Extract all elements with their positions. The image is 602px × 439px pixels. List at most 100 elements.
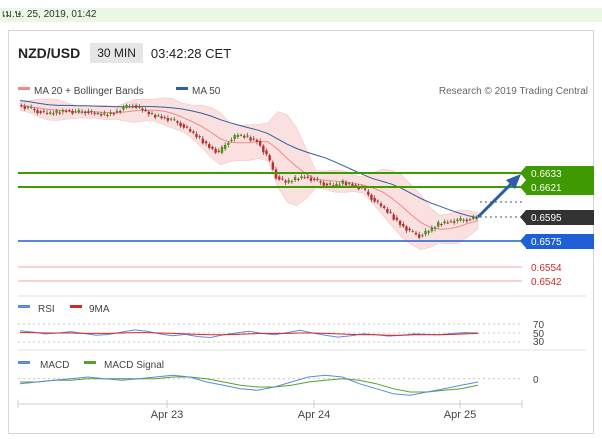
- candle-body: [408, 228, 411, 231]
- ma20-legend-label: MA 20 + Bollinger Bands: [34, 86, 144, 97]
- level-badge-pointer-1: [520, 166, 526, 180]
- candle-body: [300, 176, 303, 179]
- candle-body: [157, 115, 160, 117]
- candle-body: [74, 111, 77, 113]
- ma50-line: [19, 100, 479, 219]
- candle-body: [452, 221, 456, 223]
- candle-body: [208, 144, 211, 148]
- candle-body: [233, 135, 236, 139]
- candle-body: [433, 227, 437, 229]
- macd-legend-swatch: [18, 361, 30, 364]
- candle-body: [153, 114, 157, 118]
- current-price-badge: [526, 210, 594, 225]
- candle-body: [281, 178, 284, 180]
- candle-body: [398, 220, 402, 225]
- candle-body: [166, 118, 170, 121]
- x-axis-label: Apr 23: [151, 409, 183, 421]
- candle-body: [150, 112, 154, 114]
- candle-body: [204, 141, 208, 144]
- forecast-arrow-head: [506, 174, 521, 189]
- candle-body: [90, 110, 93, 113]
- macd-tick-0: 0: [533, 375, 539, 386]
- candle-body: [246, 135, 249, 137]
- pivot-label: 0.6575: [531, 237, 562, 248]
- candle-body: [185, 126, 189, 128]
- rsi-tick-30: 30: [533, 337, 545, 348]
- x-axis-ticks: Apr 23 Apr 24 Apr 25: [151, 400, 476, 421]
- candle-body: [163, 117, 166, 119]
- candle-body: [468, 219, 472, 221]
- candle-body: [112, 113, 116, 115]
- candle-body: [443, 221, 446, 224]
- candle-body: [382, 206, 386, 209]
- candle-body: [293, 177, 297, 181]
- candle-body: [252, 138, 255, 140]
- candle-body: [68, 110, 71, 112]
- candle-body: [195, 133, 198, 138]
- candle-body: [297, 178, 300, 181]
- level-label-06621: 0.6621: [531, 183, 562, 194]
- candle-body: [319, 181, 322, 183]
- candle-body: [192, 131, 195, 133]
- candle-body: [290, 181, 294, 183]
- x-axis-label: Apr 25: [444, 409, 476, 421]
- candle-body: [427, 231, 430, 233]
- candle-body: [459, 218, 462, 221]
- chart-time: 03:42:28 CET: [150, 45, 232, 61]
- rsi-legend-swatch: [18, 305, 30, 308]
- candle-body: [125, 105, 128, 108]
- macd-signal-legend-swatch: [84, 361, 96, 364]
- candle-body: [265, 150, 268, 155]
- candle-body: [347, 183, 351, 185]
- ma50-legend-label: MA 50: [192, 86, 221, 97]
- ma20-legend-swatch: [18, 87, 30, 90]
- candle-body: [386, 209, 389, 213]
- candle-body: [220, 146, 224, 153]
- candle-body: [462, 219, 465, 221]
- candle-body: [42, 110, 46, 113]
- candle-body: [173, 119, 176, 121]
- rsi-ma-legend-label: 9MA: [89, 304, 110, 315]
- candle-body: [255, 139, 259, 142]
- candle-body: [316, 179, 319, 181]
- candle-body: [118, 110, 122, 112]
- candle-body: [80, 111, 84, 113]
- candle-body: [309, 177, 313, 181]
- candle-body: [109, 112, 112, 115]
- candle-body: [332, 185, 335, 187]
- candle-body: [395, 217, 399, 220]
- candle-body: [131, 106, 135, 108]
- candle-body: [389, 211, 392, 213]
- candle-body: [424, 230, 427, 235]
- candle-body: [134, 105, 138, 108]
- candle-body: [106, 114, 109, 116]
- current-price-pointer: [520, 210, 526, 224]
- candle-body: [33, 108, 36, 111]
- macd-legend-label: MACD: [40, 360, 69, 371]
- candle-body: [414, 232, 418, 235]
- candle-body: [456, 219, 459, 221]
- candle-body: [249, 137, 252, 141]
- chart-frame: [8, 30, 594, 434]
- candle-body: [367, 191, 370, 195]
- candle-body: [376, 200, 380, 202]
- candle-body: [440, 224, 443, 226]
- current-price-label: 0.6595: [531, 213, 562, 224]
- candle-body: [115, 110, 119, 113]
- candle-body: [239, 134, 243, 136]
- candle-body: [93, 112, 96, 114]
- candle-body: [338, 184, 341, 186]
- candle-body: [446, 222, 449, 224]
- candle-body: [179, 122, 182, 127]
- candle-body: [52, 113, 55, 115]
- timeframe-badge[interactable]: 30 MIN: [90, 43, 143, 63]
- forecast-arrow-shaft: [476, 179, 516, 219]
- macd-line: [19, 374, 479, 396]
- candle-body: [472, 216, 475, 219]
- candle-body: [402, 224, 405, 227]
- candle-body: [370, 194, 373, 200]
- candle-body: [322, 182, 325, 186]
- candle-body: [363, 188, 367, 190]
- candle-body: [325, 183, 329, 186]
